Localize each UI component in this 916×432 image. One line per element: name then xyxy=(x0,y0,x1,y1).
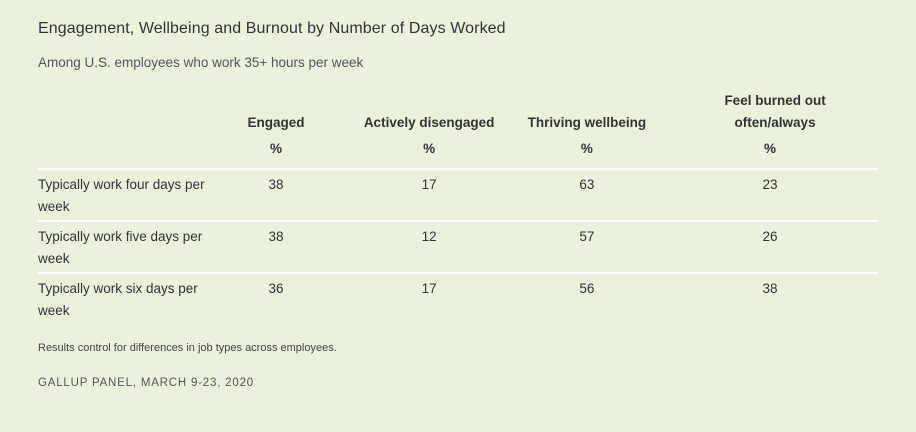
unit-label-feel-burned-out: % xyxy=(764,141,777,156)
column-header-actively-disengaged: Actively disengaged xyxy=(363,115,495,130)
source-label: GALLUP PANEL, MARCH 9-23, 2020 xyxy=(38,377,254,389)
column-header-engaged: Engaged xyxy=(247,115,305,130)
row-label-six-days: Typically work six days per week xyxy=(38,281,198,318)
cell-value: 56 xyxy=(579,281,595,296)
footnote: Results control for differences in job t… xyxy=(38,342,337,354)
cell-value: 12 xyxy=(421,229,437,244)
column-header-thriving-wellbeing: Thriving wellbeing xyxy=(527,115,647,130)
cell-value: 57 xyxy=(579,229,595,244)
cell-value: 38 xyxy=(762,281,778,296)
table-row: Typically work five days per week 38 12 … xyxy=(38,221,878,273)
cell-value: 26 xyxy=(762,229,778,244)
unit-label-engaged: % xyxy=(269,141,282,156)
column-header-feel-burned-out: Feel burned out often/always xyxy=(724,93,826,130)
header-row: Engaged Actively disengaged Thriving wel… xyxy=(38,88,878,134)
cell-value: 17 xyxy=(421,281,437,296)
cell-value: 38 xyxy=(268,229,284,244)
chart-title: Engagement, Wellbeing and Burnout by Num… xyxy=(38,20,506,37)
unit-label-actively-disengaged: % xyxy=(423,141,436,156)
unit-blank xyxy=(38,134,206,169)
chart-subtitle: Among U.S. employees who work 35+ hours … xyxy=(38,55,364,70)
cell-value: 38 xyxy=(268,177,284,192)
header-blank xyxy=(38,88,206,134)
row-label-five-days: Typically work five days per week xyxy=(38,229,203,266)
unit-label-thriving-wellbeing: % xyxy=(580,141,593,156)
data-table: Engaged Actively disengaged Thriving wel… xyxy=(38,88,878,325)
cell-value: 63 xyxy=(579,177,595,192)
cell-value: 17 xyxy=(421,177,437,192)
table-row: Typically work four days per week 38 17 … xyxy=(38,169,878,221)
cell-value: 23 xyxy=(762,177,778,192)
row-label-four-days: Typically work four days per week xyxy=(38,177,205,214)
table-row: Typically work six days per week 36 17 5… xyxy=(38,273,878,325)
unit-row: % % % % xyxy=(38,134,878,169)
cell-value: 36 xyxy=(268,281,284,296)
